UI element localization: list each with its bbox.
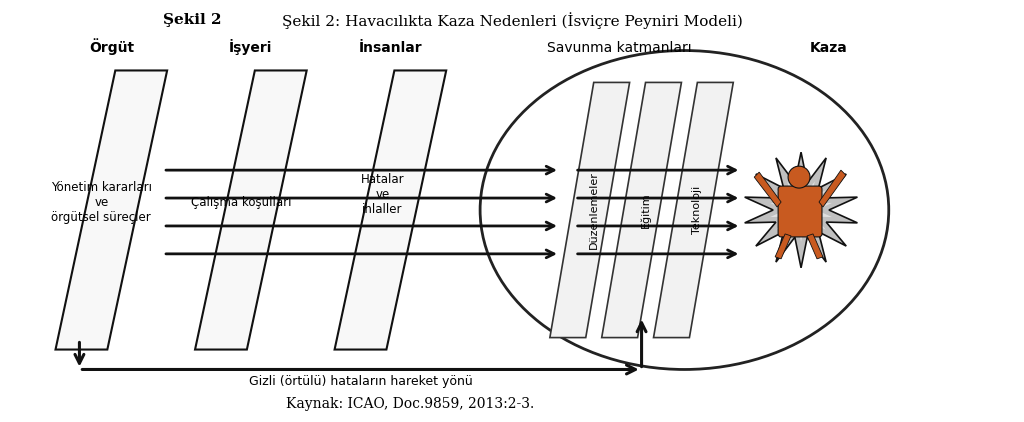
Polygon shape — [335, 70, 446, 349]
Text: Yönetim kararları
ve
örgütsel süreçler: Yönetim kararları ve örgütsel süreçler — [51, 181, 152, 224]
Polygon shape — [770, 178, 833, 242]
Text: Kaza: Kaza — [810, 41, 848, 54]
Text: Şekil 2: Şekil 2 — [163, 13, 221, 27]
Text: Teknoloji: Teknoloji — [692, 186, 702, 234]
Polygon shape — [55, 70, 167, 349]
Text: Çalışma koşulları: Çalışma koşulları — [190, 195, 291, 208]
Text: Savunma katmanları: Savunma katmanları — [548, 41, 692, 54]
Text: Kaynak: ICAO, Doc.9859, 2013:2-3.: Kaynak: ICAO, Doc.9859, 2013:2-3. — [287, 398, 535, 411]
Polygon shape — [653, 82, 733, 338]
Polygon shape — [775, 234, 792, 259]
Text: Düzenlemeler: Düzenlemeler — [589, 171, 599, 249]
Polygon shape — [550, 82, 630, 338]
Polygon shape — [807, 234, 823, 259]
Polygon shape — [755, 172, 781, 207]
Text: Hatalar
ve
ihlaller: Hatalar ve ihlaller — [360, 173, 404, 216]
Text: Eğitim: Eğitim — [640, 192, 651, 228]
Polygon shape — [744, 152, 857, 268]
Text: İnsanlar: İnsanlar — [358, 41, 422, 54]
Circle shape — [788, 166, 810, 188]
Text: Örgüt: Örgüt — [89, 38, 134, 54]
Polygon shape — [819, 170, 846, 207]
FancyBboxPatch shape — [778, 186, 822, 237]
Text: İşyeri: İşyeri — [229, 38, 272, 54]
Polygon shape — [602, 82, 681, 338]
Text: Gizli (örtülü) hataların hareket yönü: Gizli (örtülü) hataların hareket yönü — [249, 376, 472, 389]
Polygon shape — [195, 70, 306, 349]
Text: Şekil 2: Havacılıkta Kaza Nedenleri (İsviçre Peyniri Modeli): Şekil 2: Havacılıkta Kaza Nedenleri (İsv… — [282, 13, 742, 30]
